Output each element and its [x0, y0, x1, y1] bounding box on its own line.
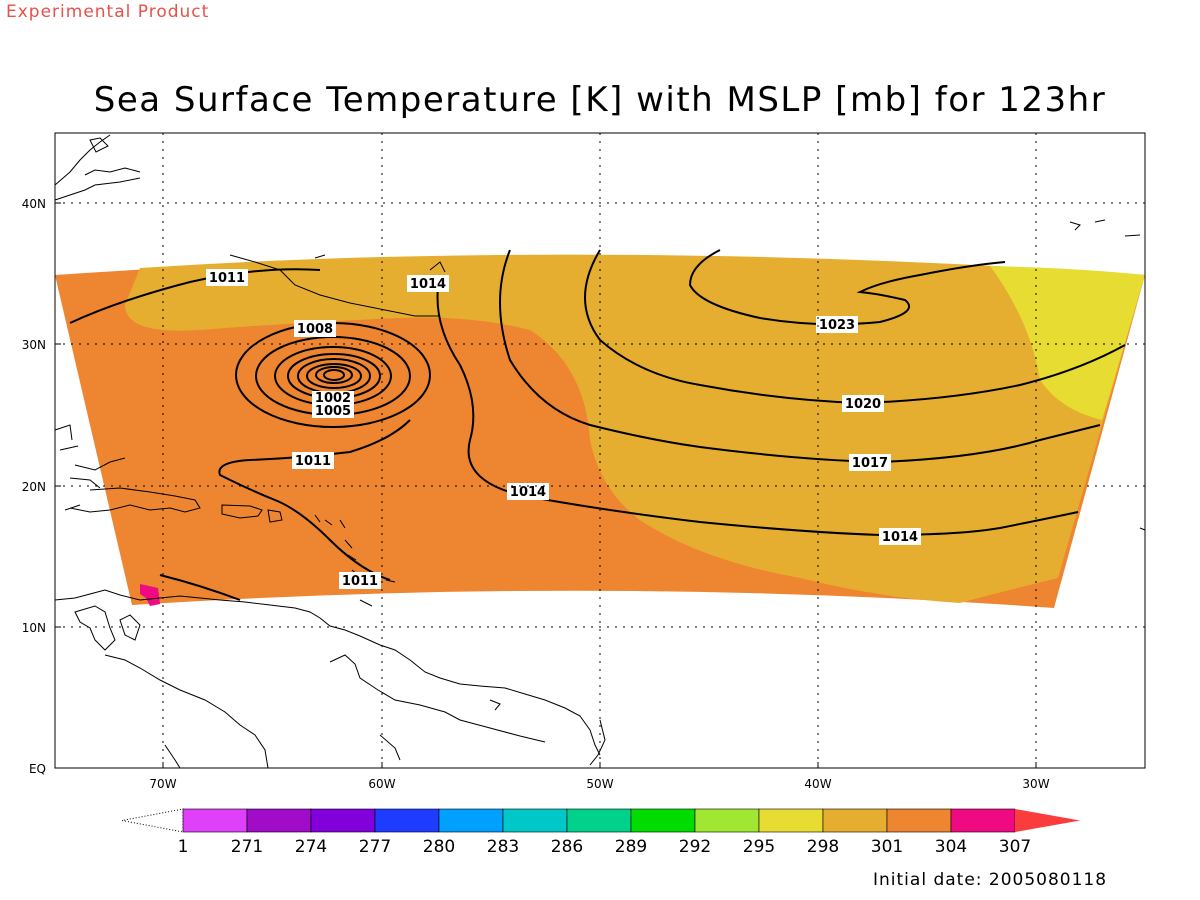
colorbar-label: 298 — [807, 837, 839, 857]
colorbar-label: 277 — [359, 837, 391, 857]
isobar-label: 1008 — [297, 322, 333, 337]
colorbar-box — [822, 808, 888, 833]
colorbar-label: 286 — [551, 837, 583, 857]
colorbar-label: 1 — [178, 837, 189, 857]
isobar-1011-south — [218, 419, 411, 581]
colorbar-box — [182, 808, 248, 833]
isobar-993 — [306, 363, 362, 389]
isobar-1011-sw — [159, 574, 241, 601]
colorbar-label: 301 — [871, 837, 903, 857]
colorbar-box — [694, 808, 760, 833]
colorbar-label: 280 — [423, 837, 455, 857]
sst-region-307 — [140, 584, 160, 606]
isobar-1011-north — [69, 268, 321, 324]
experimental-product-label: Experimental Product — [6, 2, 210, 22]
isobar-1014-central — [436, 274, 1079, 537]
map-title: Sea Surface Temperature [K] with MSLP [m… — [93, 80, 1107, 120]
colorbar-box — [310, 808, 376, 833]
coastlines — [54, 134, 1146, 769]
colorbar-box — [630, 808, 696, 833]
colorbar-box — [438, 808, 504, 833]
colorbar-label: 289 — [615, 837, 647, 857]
colorbar-label: 274 — [295, 837, 327, 857]
isobar-label: 1020 — [845, 397, 881, 412]
colorbar-box — [502, 808, 568, 833]
lon-tick-label: 60W — [368, 777, 395, 791]
lon-tick-label: 30W — [1022, 777, 1049, 791]
isobar-label: 1023 — [819, 318, 855, 333]
isobar-label: 1014 — [410, 277, 446, 292]
isobar-1017 — [499, 249, 1101, 464]
colorbar-label: 283 — [487, 837, 519, 857]
colorbar-arrow-high — [1015, 809, 1080, 832]
isobar-label: 1014 — [882, 530, 918, 545]
isobar-label: 1011 — [342, 574, 378, 589]
colorbar-label: 292 — [679, 837, 711, 857]
isobar-1023 — [688, 249, 1006, 326]
colorbar-label: 304 — [935, 837, 967, 857]
isobar-1020 — [584, 249, 1126, 405]
sst-region-301 — [125, 254, 1145, 603]
sst-region-298 — [990, 266, 1145, 420]
colorbar-label: 295 — [743, 837, 775, 857]
colorbar-label: 307 — [999, 837, 1031, 857]
colorbar-arrow-low — [121, 808, 184, 833]
isobar-label: 1014 — [510, 485, 546, 500]
isobar-label: 1005 — [315, 404, 351, 419]
lat-tick-label: 20N — [22, 480, 46, 494]
isobar-label: 1002 — [315, 391, 351, 406]
grid-lines — [55, 133, 1145, 768]
colorbar-box — [246, 808, 312, 833]
colorbar: 1 271 274 277 280 283 286 289 292 295 298 301 304 307 — [121, 808, 1080, 857]
colorbar-box — [374, 808, 440, 833]
colorbar-box — [566, 808, 632, 833]
colorbar-box — [758, 808, 824, 833]
isobar-label: 1017 — [852, 456, 888, 471]
colorbar-label: 271 — [231, 837, 263, 857]
colorbar-box — [950, 808, 1016, 833]
storm-center — [330, 373, 338, 377]
isobar-labels: 1011 1014 1008 1002 1005 1011 1014 1011 … — [206, 269, 921, 589]
lat-tick-label: 40N — [22, 197, 46, 211]
lon-tick-label: 70W — [149, 777, 176, 791]
axis-ticks — [55, 202, 1037, 768]
lon-tick-label: 40W — [804, 777, 831, 791]
isobar-987 — [323, 369, 345, 381]
lon-tick-label: 50W — [586, 777, 613, 791]
initial-date: Initial date: 2005080118 — [873, 870, 1108, 890]
lat-tick-label: EQ — [29, 762, 46, 776]
lat-tick-label: 10N — [22, 621, 46, 635]
lat-tick-label: 30N — [22, 338, 46, 352]
colorbar-box — [886, 808, 952, 833]
isobar-label: 1011 — [209, 271, 245, 286]
isobar-label: 1011 — [295, 454, 331, 469]
isobar-990 — [315, 366, 353, 384]
